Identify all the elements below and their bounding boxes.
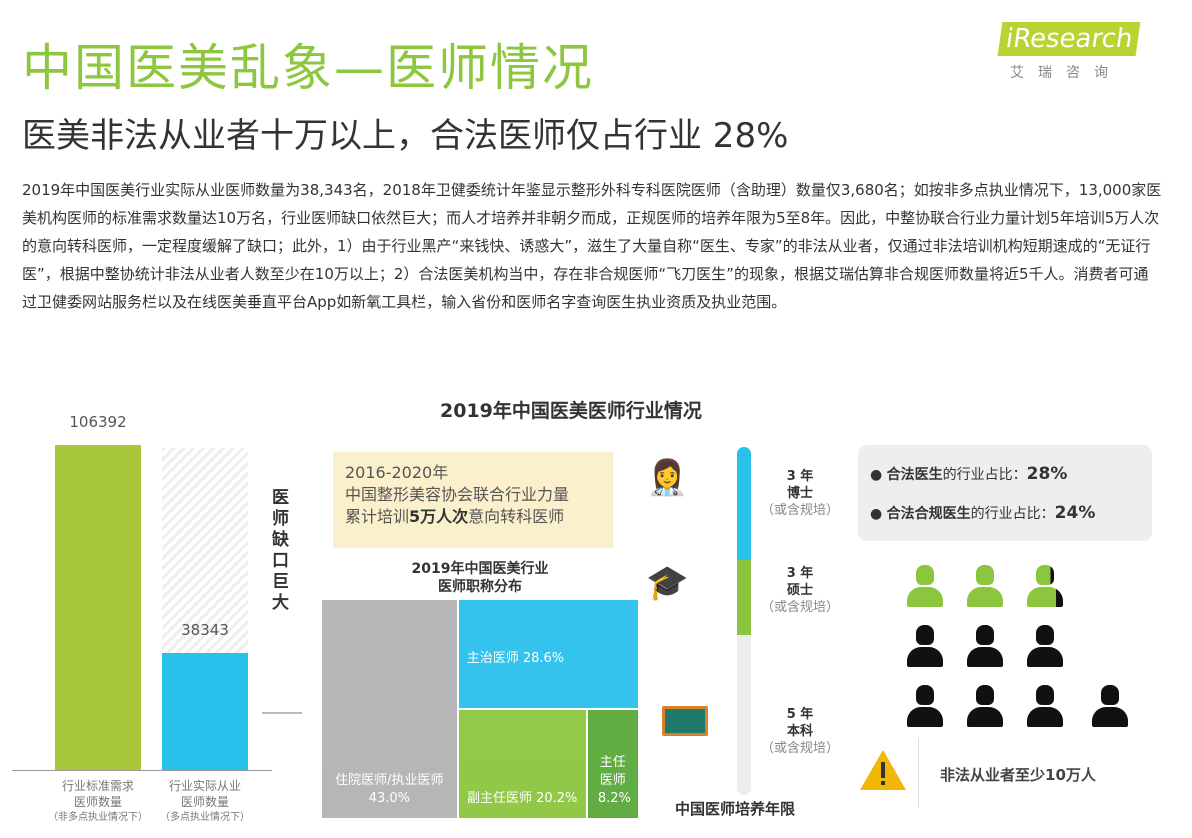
- doctor-icon: [967, 685, 1003, 729]
- graduate-icon: 🎓: [646, 563, 689, 603]
- stage-master: 3 年硕士 （或含规培）: [760, 565, 840, 616]
- stage-note: （或含规培）: [760, 600, 839, 615]
- stage-note: （或含规培）: [760, 741, 839, 756]
- share-box: ● 合法医生的行业占比：28% ● 合法合规医生的行业占比：24%: [858, 445, 1152, 541]
- share-text: 的行业占比：: [942, 467, 1027, 483]
- gap-label: 医师缺口巨大: [272, 488, 289, 613]
- blackboard-clock-icon: [662, 706, 708, 736]
- bar-demand: [55, 445, 141, 770]
- treemap-cell: 主任医师 8.2%: [587, 710, 638, 818]
- intro-paragraph: 2019年中国医美行业实际从业医师数量为38,343名，2018年卫健委统计年鉴…: [22, 181, 1162, 311]
- training-timeline: [737, 447, 751, 795]
- doctor-icon: [967, 625, 1003, 669]
- stage-bachelor: 5 年本科 （或含规培）: [760, 706, 840, 757]
- stage-years: 5 年: [786, 707, 814, 722]
- x-label-line: 医师数量: [73, 795, 122, 809]
- stage-phd: 3 年博士 （或含规培）: [760, 468, 840, 519]
- x-label-line: 医师数量: [180, 795, 229, 809]
- x-label-line: 行业标准需求: [61, 779, 134, 793]
- treemap-cell: 副主任医师 20.2%: [458, 710, 586, 818]
- bar-value-demand: 106392: [69, 413, 127, 431]
- stage-years: 3 年: [786, 566, 814, 581]
- training-box: 2016-2020年 中国整形美容协会联合行业力量 累计培训5万人次意向转科医师: [333, 452, 613, 548]
- training-text: 累计培训: [345, 507, 410, 526]
- share-bold: 合法合规医生: [886, 506, 971, 522]
- timeline-phd: [737, 447, 751, 560]
- training-line: 中国整形美容协会联合行业力量: [345, 485, 570, 504]
- training-line: 2016-2020年: [345, 463, 449, 482]
- doctor-icon: [907, 685, 943, 729]
- warning-icon: [860, 750, 906, 790]
- treemap-label: 主治医师 28.6%: [466, 651, 565, 666]
- doctor-icon: [907, 625, 943, 669]
- treemap-title-line: 医师职称分布: [438, 579, 522, 595]
- treemap-title: 2019年中国医美行业 医师职称分布: [360, 560, 600, 596]
- treemap-label: 主任医师 8.2%: [597, 754, 631, 806]
- page-title: 中国医美乱象—医师情况: [22, 39, 594, 97]
- x-label-demand: 行业标准需求 医师数量 （非多点执业情况下）: [38, 778, 158, 826]
- timeline-title: 中国医师培养年限: [675, 800, 796, 818]
- stage-years: 3 年: [786, 469, 814, 484]
- x-label-note: （非多点执业情况下）: [48, 812, 148, 823]
- share-item: ● 合法医生的行业占比：28%: [870, 464, 1068, 484]
- stage-degree: 硕士: [786, 583, 813, 598]
- arrow-icon: [262, 712, 302, 714]
- doctor-icon: [1027, 625, 1063, 669]
- iresearch-logo: iResearch 艾瑞咨询: [997, 22, 1160, 82]
- page-subtitle: 医美非法从业者十万以上，合法医师仅占行业 28%: [22, 116, 789, 156]
- doctor-icon: [1027, 565, 1063, 609]
- logo-text: iResearch: [997, 22, 1141, 56]
- x-axis-line: [12, 770, 272, 771]
- x-label-line: 行业实际从业: [168, 779, 241, 793]
- treemap-title-line: 2019年中国医美行业: [411, 561, 549, 577]
- doctor-phd-icon: 👩‍⚕️: [646, 458, 689, 498]
- logo-cn: 艾瑞咨询: [1010, 65, 1122, 81]
- divider: [918, 738, 919, 808]
- stage-degree: 本科: [786, 724, 813, 739]
- share-value: 24%: [1054, 503, 1096, 523]
- warning-text: 非法从业者至少10万人: [940, 766, 1096, 784]
- x-label-actual: 行业实际从业 医师数量 （多点执业情况下）: [145, 778, 265, 826]
- share-bold: 合法医生: [886, 467, 943, 483]
- doctor-icon: [907, 565, 943, 609]
- share-value: 28%: [1026, 464, 1068, 484]
- stage-note: （或含规培）: [760, 503, 839, 518]
- training-line: 累计培训5万人次意向转科医师: [345, 506, 601, 528]
- training-text: 意向转科医师: [468, 507, 565, 526]
- stage-degree: 博士: [786, 486, 813, 501]
- bar-actual: [162, 652, 248, 770]
- share-item: ● 合法合规医生的行业占比：24%: [870, 503, 1096, 523]
- timeline-master: [737, 560, 751, 635]
- doctor-icon: [967, 565, 1003, 609]
- treemap-label: 住院医师/执业医师 43.0%: [335, 773, 444, 806]
- doctor-icon: [1027, 685, 1063, 729]
- share-text: 的行业占比：: [970, 506, 1055, 522]
- infographic-title: 2019年中国医美医师行业情况: [440, 400, 702, 422]
- treemap-label: 副主任医师 20.2%: [466, 790, 578, 806]
- training-highlight: 5万人次: [409, 507, 469, 526]
- treemap-cell: 住院医师/执业医师 43.0%: [322, 600, 457, 818]
- doctor-icon: [1092, 685, 1128, 729]
- x-label-note: （多点执业情况下）: [160, 812, 250, 823]
- bar-value-actual: 38343: [181, 620, 229, 639]
- treemap-cell: 主治医师 28.6%: [458, 600, 638, 709]
